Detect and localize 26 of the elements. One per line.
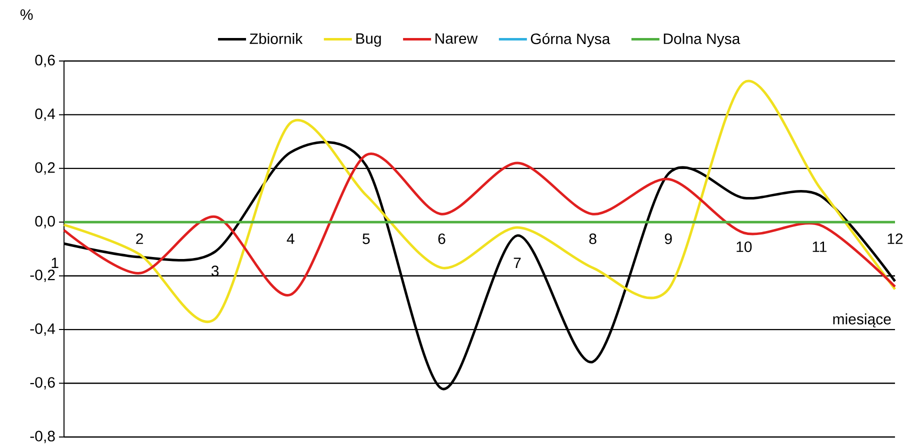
x-tick-label: 6	[438, 233, 446, 244]
legend-label: Dolna Nysa	[664, 33, 740, 48]
y-tick-label: -0,4	[30, 323, 56, 336]
x-tick-label: 11	[812, 242, 826, 252]
x-tick-label: 10	[736, 241, 752, 252]
legend-label: Narew	[436, 33, 478, 44]
x-axis-title: miesiące	[833, 313, 891, 328]
legend-label: Bug	[356, 33, 381, 47]
y-tick-label: -0,8	[30, 430, 55, 444]
x-tick-label: 1	[52, 258, 58, 268]
y-axis-title: %	[20, 9, 33, 20]
y-tick-label: -0,2	[30, 270, 55, 282]
y-tick-label: 0,6	[35, 54, 55, 68]
x-tick-label: 7	[514, 258, 521, 268]
x-tick-label: 2	[136, 233, 143, 244]
x-tick-label: 9	[664, 233, 672, 244]
x-tick-label: 4	[286, 234, 294, 244]
legend-label: Górna Nysa	[530, 32, 610, 48]
x-tick-label: 8	[589, 233, 596, 244]
y-tick-label: 0,2	[35, 162, 55, 175]
y-tick-label: -0,6	[30, 377, 55, 390]
legend-label: Zbiornik	[250, 33, 303, 44]
x-tick-label: 12	[888, 233, 903, 244]
x-tick-label: 5	[362, 234, 370, 244]
y-tick-label: 0,4	[35, 108, 56, 121]
y-tick-label: 0,0	[35, 216, 55, 228]
